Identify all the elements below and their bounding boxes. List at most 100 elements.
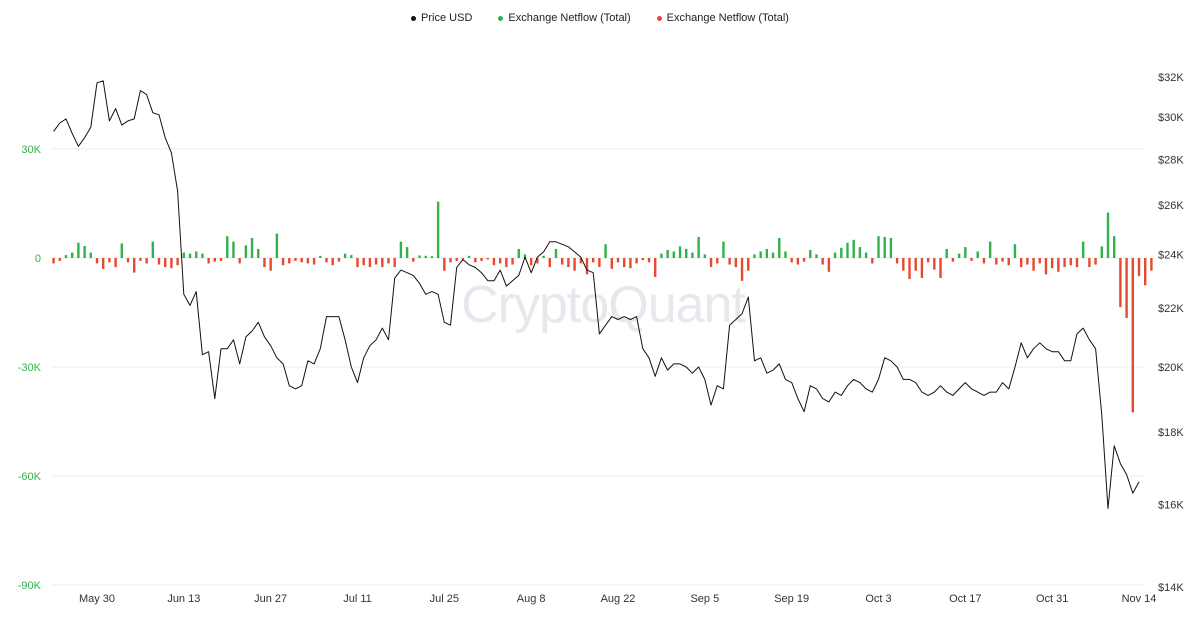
netflow-bar-outflow xyxy=(157,258,161,265)
netflow-bar-outflow xyxy=(728,258,731,265)
legend: Price USD Exchange Netflow (Total) Excha… xyxy=(0,8,1200,28)
netflow-bar-inflow xyxy=(809,250,812,258)
netflow-bar-outflow xyxy=(176,258,179,266)
netflow-bar-outflow xyxy=(1007,258,1010,266)
netflow-bar-inflow xyxy=(759,251,762,258)
right-tick-label: $22K xyxy=(1158,303,1184,315)
netflow-bar-inflow xyxy=(418,255,421,258)
right-axis: $14K $16K $18K $20K $22K $24K $26K $28K $30K $32K xyxy=(1158,72,1184,594)
netflow-bar-outflow xyxy=(325,258,328,263)
netflow-bar-outflow xyxy=(920,258,924,278)
netflow-bar-outflow xyxy=(498,258,502,264)
left-tick-label: -90K xyxy=(18,580,42,592)
netflow-bar-inflow xyxy=(517,248,520,258)
netflow-bar-outflow xyxy=(740,258,744,281)
x-tick-label: Jun 27 xyxy=(254,593,287,605)
legend-label-price: Price USD xyxy=(421,12,473,24)
netflow-bar-outflow xyxy=(654,258,657,277)
netflow-bar-inflow xyxy=(188,253,192,258)
x-tick-label: Oct 17 xyxy=(949,593,981,605)
left-tick-label: 30K xyxy=(21,144,41,156)
netflow-bar-outflow xyxy=(1019,258,1023,268)
netflow-bar-inflow xyxy=(424,255,427,258)
legend-dot-price xyxy=(411,15,417,21)
netflow-bar-inflow xyxy=(957,253,961,258)
netflow-bar-inflow xyxy=(257,248,260,258)
x-tick-label: Aug 22 xyxy=(601,593,636,605)
netflow-bar-outflow xyxy=(585,258,589,275)
gridlines xyxy=(52,148,1145,586)
netflow-bar-inflow xyxy=(852,239,855,258)
netflow-bar-outflow xyxy=(827,258,831,272)
netflow-bar-inflow xyxy=(976,251,979,258)
netflow-bar-outflow xyxy=(995,258,998,265)
netflow-bar-outflow xyxy=(871,258,874,264)
netflow-bar-inflow xyxy=(542,255,545,258)
netflow-bar-inflow xyxy=(226,236,229,258)
netflow-bar-outflow xyxy=(1094,258,1097,265)
netflow-bar-outflow xyxy=(616,258,620,263)
netflow-bar-outflow xyxy=(951,258,955,262)
netflow-bar-outflow xyxy=(567,258,570,268)
netflow-bar-outflow xyxy=(926,258,930,263)
legend-item-inflow[interactable]: Exchange Netflow (Total) xyxy=(498,8,631,28)
netflow-bar-outflow xyxy=(387,258,390,264)
netflow-bar-outflow xyxy=(213,258,217,262)
netflow-bar-outflow xyxy=(1144,258,1147,286)
netflow-bar-outflow xyxy=(1150,258,1153,271)
netflow-bar-outflow xyxy=(449,258,452,263)
netflow-bar-inflow xyxy=(697,236,700,258)
netflow-bar-inflow xyxy=(778,238,781,258)
x-tick-label: Nov 14 xyxy=(1122,593,1157,605)
netflow-bar-outflow xyxy=(474,258,477,263)
netflow-bar-outflow xyxy=(294,258,297,261)
netflow-bar-outflow xyxy=(1063,258,1066,268)
netflow-bar-outflow xyxy=(362,258,365,266)
legend-item-outflow[interactable]: Exchange Netflow (Total) xyxy=(656,8,789,28)
netflow-bar-inflow xyxy=(244,245,248,258)
legend-item-price[interactable]: Price USD xyxy=(411,8,472,28)
netflow-bar-inflow xyxy=(405,247,409,258)
netflow-bar-outflow xyxy=(58,258,61,261)
netflow-bar-outflow xyxy=(443,258,446,271)
netflow-bar-inflow xyxy=(1100,246,1103,258)
netflow-bar-inflow xyxy=(182,252,186,258)
netflow-bar-outflow xyxy=(288,258,291,264)
netflow-bar-inflow xyxy=(467,255,471,258)
netflow-bar-inflow xyxy=(815,254,818,258)
netflow-bar-inflow xyxy=(753,254,756,258)
netflow-bar-inflow xyxy=(840,247,843,258)
netflow-bar-inflow xyxy=(988,241,992,258)
right-tick-label: $26K xyxy=(1158,200,1184,212)
legend-dot-outflow xyxy=(656,15,662,21)
netflow-bar-outflow xyxy=(970,258,973,261)
netflow-bar-outflow xyxy=(300,258,303,263)
netflow-bar-inflow xyxy=(691,252,694,258)
netflow-bar-outflow xyxy=(356,258,359,268)
netflow-bar-inflow xyxy=(771,252,775,258)
netflow-bar-outflow xyxy=(914,258,917,271)
netflow-bar-outflow xyxy=(312,258,316,265)
netflow-bar-outflow xyxy=(709,258,713,268)
netflow-bar-outflow xyxy=(505,258,508,268)
netflow-bar-outflow xyxy=(393,258,396,268)
netflow-bar-outflow xyxy=(796,258,800,265)
netflow-bar-outflow xyxy=(126,258,130,263)
netflow-bar-outflow xyxy=(102,258,105,269)
x-tick-label: Sep 5 xyxy=(690,593,719,605)
netflow-bar-outflow xyxy=(1119,258,1122,308)
netflow-bar-inflow xyxy=(1112,236,1116,258)
x-tick-label: Jun 13 xyxy=(167,593,200,605)
netflow-bar-outflow xyxy=(573,258,576,271)
right-tick-label: $28K xyxy=(1158,154,1184,166)
netflow-bar-outflow xyxy=(1044,258,1048,275)
netflow-bar-inflow xyxy=(703,254,707,258)
netflow-bar-outflow xyxy=(641,258,645,261)
netflow-bar-inflow xyxy=(151,241,155,258)
netflow-bar-outflow xyxy=(492,258,496,266)
netflow-bar-outflow xyxy=(374,258,378,265)
netflow-bar-outflow xyxy=(145,258,148,264)
netflow-bar-outflow xyxy=(598,258,601,268)
netflow-bar-outflow xyxy=(939,258,942,278)
netflow-bar-outflow xyxy=(908,258,911,280)
